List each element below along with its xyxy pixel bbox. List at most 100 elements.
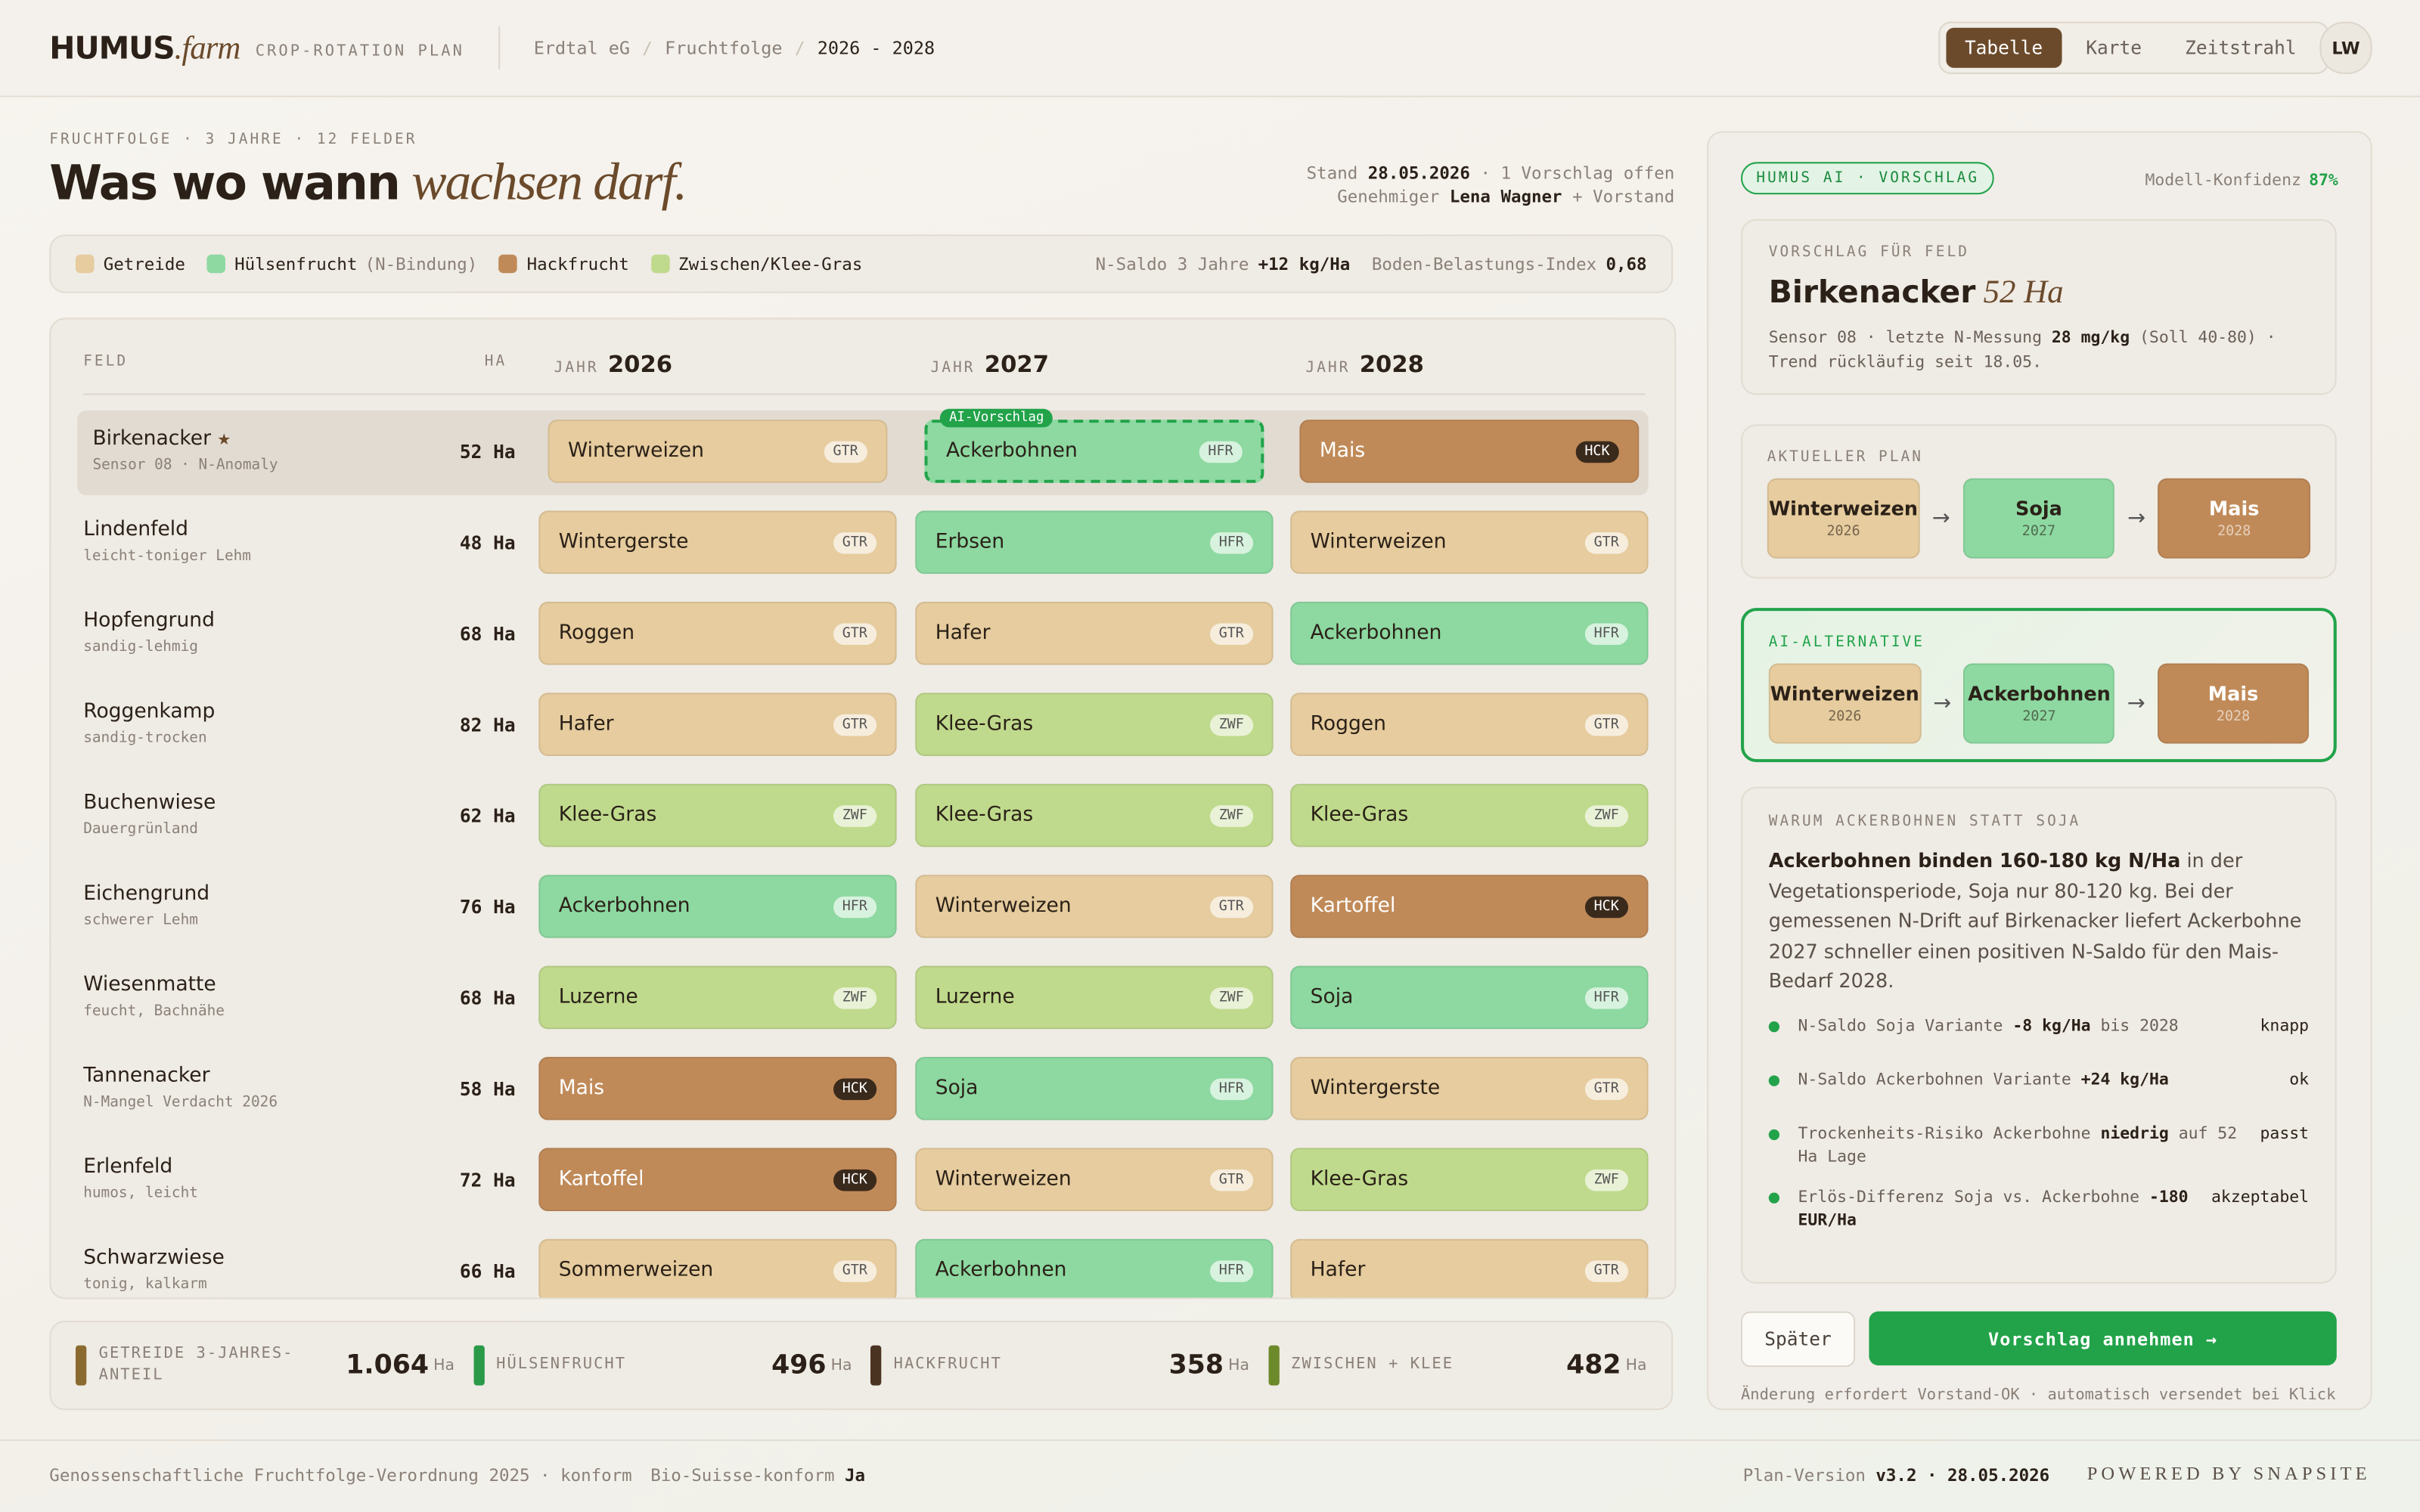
step-crop: Soja [2015, 497, 2062, 520]
year-prefix: JAHR [1305, 359, 1351, 376]
year: 2026 [607, 350, 673, 378]
crop-cell[interactable]: Hafer GTR [538, 692, 897, 756]
crop-cell[interactable]: Wintergerste GTR [1290, 1056, 1649, 1120]
crop-cell[interactable]: Soja HFR [915, 1056, 1274, 1120]
legend: Getreide Hülsenfrucht (N-Bindung) Hackfruch… [49, 234, 1674, 293]
field-sub: tonig, kalkarm [83, 1275, 207, 1294]
crop-cell[interactable]: Luzerne ZWF [538, 965, 897, 1030]
legend-swatch [75, 254, 95, 274]
crop-cell[interactable]: Wintergerste GTR [538, 510, 897, 575]
crop: Mais [1319, 439, 1366, 463]
field-text: Sensor 08 · letzte N-Messung 28 mg/kg (S… [1769, 326, 2309, 375]
breadcrumb[interactable]: Erdtal eG [533, 36, 630, 59]
crop-cell[interactable]: Kartoffel HCK [538, 1148, 897, 1212]
reason-status: ok [2289, 1070, 2310, 1089]
crop-cell[interactable]: Soja HFR [1290, 965, 1649, 1030]
crop-tag: ZWF [1209, 987, 1254, 1009]
rotation-table: FELD HA JAHR 2026 JAHR 2027 JAHR 2028 Birkenacke… [49, 318, 1677, 1300]
breadcrumb: 2026 - 2028 [817, 36, 935, 59]
summary-label: HACKFRUCHT [893, 1356, 1002, 1374]
field-sub: Dauergrünland [83, 820, 198, 838]
plan-step: Winterweizen 2026 [1767, 478, 1920, 559]
crop-tag: HFR [833, 895, 877, 918]
stat-label: Boden-Belastungs-Index [1371, 253, 1597, 274]
crop-cell[interactable]: Luzerne ZWF [915, 965, 1274, 1030]
crop: Wintergerste [558, 531, 689, 554]
crop-cell[interactable]: Winterweizen GTR [915, 1148, 1274, 1212]
crop-cell[interactable]: Winterweizen GTR [1290, 510, 1649, 575]
crop-cell[interactable]: Ackerbohnen HFR [1290, 601, 1649, 665]
arrow: → [1933, 691, 1952, 716]
step-crop: Winterweizen [1769, 497, 1919, 520]
crop-tag: ZWF [833, 987, 877, 1009]
col-header-ha: HA [484, 353, 507, 370]
text-segment: + Vorstand [1562, 186, 1675, 207]
title-italic: 52 Ha [1983, 273, 2064, 311]
field-name: Erlenfeld [83, 1156, 172, 1179]
crop-tag: GTR [1209, 622, 1254, 645]
crop-cell[interactable]: Winterweizen GTR [915, 875, 1274, 938]
crop-cell[interactable]: Roggen GTR [538, 601, 897, 665]
bullet [1768, 1020, 1780, 1032]
crop-cell[interactable]: Hafer GTR [915, 601, 1274, 665]
crop: Soja [935, 1077, 979, 1101]
crop-cell[interactable]: Klee-Gras ZWF [915, 783, 1274, 847]
title-italic: wachsen darf. [411, 154, 687, 212]
crop-cell[interactable]: Klee-Gras ZWF [1290, 783, 1649, 847]
crop-cell[interactable]: Ackerbohnen HFR AI-Vorschlag [924, 408, 1264, 483]
field-sub: humos, leicht [83, 1185, 198, 1202]
bullet [1768, 1128, 1780, 1140]
step-year: 2027 [2022, 709, 2056, 726]
tab[interactable]: Karte [2086, 36, 2142, 59]
summary-bar-color [870, 1345, 882, 1386]
text-segment: in der Vegetationsperiode, Soja nur 80-1… [1768, 848, 2302, 993]
year-header: JAHR 2026 [554, 350, 672, 378]
name: Tannenacker [83, 1064, 210, 1088]
summary-unit: Ha [433, 1356, 455, 1374]
accept-button[interactable]: Vorschlag annehmen → [1869, 1311, 2337, 1366]
crop: Sommerweizen [558, 1259, 714, 1282]
crop-cell[interactable]: Roggen GTR [1290, 692, 1649, 756]
tab[interactable]: Zeitstrahl [2185, 36, 2297, 59]
breadcrumb[interactable]: Fruchtfolge [665, 36, 783, 59]
crop-tag: GTR [1584, 1259, 1629, 1281]
crop-cell[interactable]: Mais HCK [538, 1056, 897, 1120]
crop-tag: HFR [1199, 440, 1243, 463]
text-segment: N-Saldo Soja Variante [1798, 1015, 2013, 1035]
tab[interactable]: Tabelle [1946, 27, 2062, 68]
crop-tag: GTR [1209, 895, 1254, 918]
crop-cell[interactable]: Klee-Gras ZWF [1290, 1148, 1649, 1212]
powered-by: POWERED BY SNAPSITE [2086, 1462, 2371, 1485]
step-year: 2026 [1826, 524, 1860, 541]
crop-cell[interactable]: Winterweizen GTR [548, 420, 888, 483]
step-crop: Mais [2207, 682, 2259, 705]
footer-version: Plan-Version v3.2 · 28.05.2026 [1743, 1466, 2049, 1486]
plan-step: Mais 2028 [2158, 478, 2311, 559]
summary-value: 482 [1566, 1349, 1621, 1381]
summary-unit: Ha [830, 1356, 852, 1374]
crop-cell[interactable]: Mais HCK [1299, 420, 1640, 483]
crop-cell[interactable]: Sommerweizen GTR [538, 1238, 897, 1298]
later-button[interactable]: Später [1741, 1311, 1856, 1368]
field-ha: 48 Ha [459, 532, 516, 554]
crop-cell[interactable]: Klee-Gras ZWF [538, 783, 897, 847]
crop-cell[interactable]: Ackerbohnen HFR [915, 1238, 1274, 1298]
crop-cell[interactable]: Ackerbohnen HFR [538, 875, 897, 938]
crop-cell[interactable]: Hafer GTR [1290, 1238, 1649, 1298]
page-title: Was wo wann wachsen darf. [49, 154, 687, 213]
text-segment: Ja [845, 1465, 866, 1486]
crop-cell[interactable]: Kartoffel HCK [1290, 875, 1649, 938]
name: Schwarzwiese [83, 1246, 225, 1270]
field-sub: leicht-toniger Lehm [83, 547, 251, 565]
summary-unit: Ha [1625, 1356, 1647, 1374]
crop-cell[interactable]: Klee-Gras ZWF [915, 692, 1274, 756]
crop-tag: ZWF [1584, 804, 1629, 826]
crop-tag: GTR [833, 713, 877, 736]
reason-item: N-Saldo Ackerbohnen Variante +24 kg/Ha ok [1768, 1068, 2310, 1122]
meta-line: Genehmiger Lena Wagner + Vorstand [1337, 187, 1674, 207]
crop-cell[interactable]: Erbsen HFR [915, 510, 1274, 575]
brand-subtitle: CROP-ROTATION PLAN [255, 42, 464, 60]
avatar[interactable]: LW [2319, 21, 2372, 74]
field-name: Buchenwiese [83, 792, 216, 815]
